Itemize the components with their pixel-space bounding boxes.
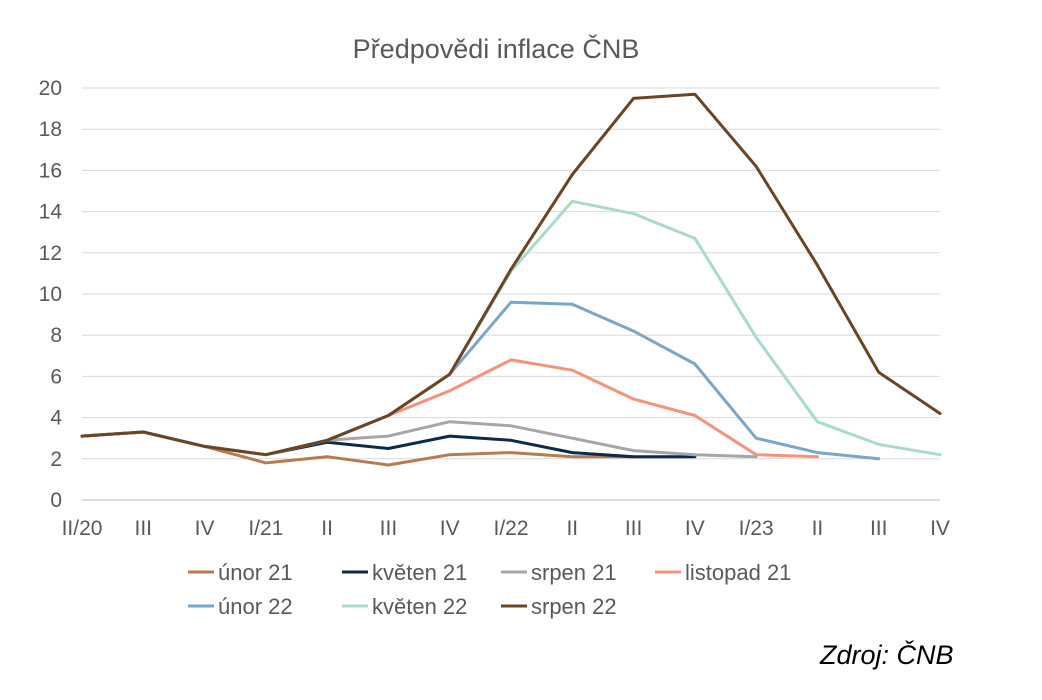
x-tick-label: IV [930,517,950,540]
x-tick-label: I/21 [248,517,283,540]
legend-label: listopad 21 [685,560,791,585]
y-tick-label: 6 [50,365,62,388]
x-tick-label: IV [685,517,705,540]
x-tick-label: III [870,517,888,540]
legend-entry: únor 21 [188,560,293,585]
legend: únor 21 květen 21 srpen 21 listopad 21 únor … [188,560,791,619]
x-tick-label: II/20 [62,517,103,540]
y-tick-label: 12 [39,242,62,265]
legend-entry: květen 22 [342,594,467,619]
legend-entry: srpen 21 [501,560,617,585]
legend-entry: srpen 22 [501,594,617,619]
x-tick-label: IV [195,517,215,540]
x-axis-ticks: II/20 III IV I/21 II III IV I/22 II III IV I/23 II II… [62,517,950,540]
y-tick-label: 10 [39,283,62,306]
y-axis-ticks: 0 2 4 6 8 10 12 14 16 18 20 [39,77,63,512]
legend-entry: listopad 21 [655,560,791,585]
y-tick-label: 4 [50,407,62,430]
legend-label: srpen 21 [531,560,617,585]
y-tick-label: 16 [39,159,62,182]
y-tick-label: 0 [50,489,62,512]
legend-label: únor 22 [218,594,293,619]
gridlines [82,87,940,501]
legend-entry: únor 22 [188,594,293,619]
series-line [80,199,942,457]
x-tick-label: I/22 [493,517,528,540]
legend-label: květen 22 [372,594,467,619]
series-line [80,420,758,459]
y-tick-label: 2 [50,448,62,471]
legend-label: květen 21 [372,560,467,585]
y-tick-label: 18 [39,118,62,141]
chart-title: Předpovědi inflace ČNB [353,33,640,64]
y-tick-label: 20 [39,77,62,100]
series-lines [80,92,942,467]
y-tick-label: 8 [50,324,62,347]
x-tick-label: IV [440,517,460,540]
x-tick-label: III [625,517,643,540]
legend-label: srpen 22 [531,594,617,619]
legend-label: únor 21 [218,560,293,585]
legend-entry: květen 21 [342,560,467,585]
source-note: Zdroj: ČNB [820,640,954,670]
series-line [80,92,942,457]
x-tick-label: III [380,517,398,540]
y-tick-label: 14 [39,201,63,224]
x-tick-label: I/23 [739,517,774,540]
x-tick-label: III [135,517,153,540]
x-tick-label: II [566,517,578,540]
x-tick-label: II [321,517,333,540]
x-tick-label: II [812,517,824,540]
